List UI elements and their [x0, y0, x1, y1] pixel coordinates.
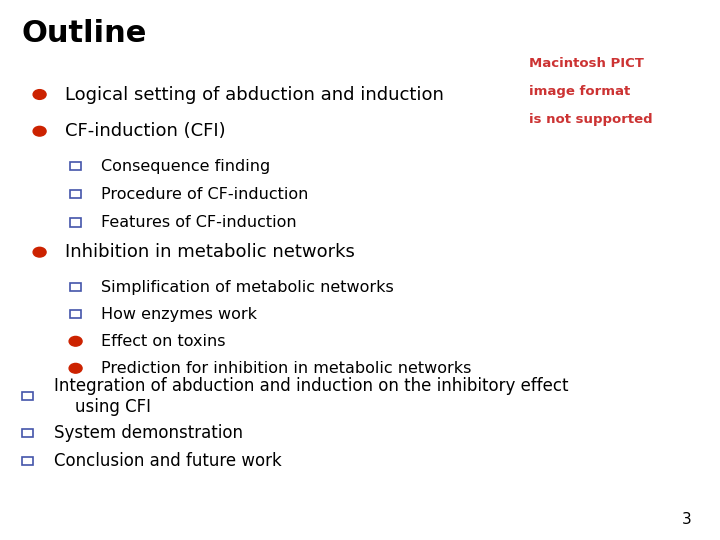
FancyBboxPatch shape [22, 393, 33, 401]
Text: Simplification of metabolic networks: Simplification of metabolic networks [101, 280, 394, 295]
Text: CF-induction (CFI): CF-induction (CFI) [65, 122, 225, 140]
FancyBboxPatch shape [22, 429, 33, 437]
FancyBboxPatch shape [71, 310, 81, 319]
Text: Inhibition in metabolic networks: Inhibition in metabolic networks [65, 243, 355, 261]
Text: Features of CF-induction: Features of CF-induction [101, 215, 297, 230]
Text: image format: image format [529, 85, 631, 98]
Circle shape [69, 336, 82, 346]
FancyBboxPatch shape [71, 284, 81, 292]
Text: Integration of abduction and induction on the inhibitory effect
    using CFI: Integration of abduction and induction o… [54, 377, 569, 416]
Text: Outline: Outline [22, 19, 147, 48]
Circle shape [33, 126, 46, 136]
Text: System demonstration: System demonstration [54, 424, 243, 442]
Text: is not supported: is not supported [529, 113, 653, 126]
FancyBboxPatch shape [22, 457, 33, 465]
FancyBboxPatch shape [71, 191, 81, 199]
Circle shape [69, 363, 82, 373]
Text: Logical setting of abduction and induction: Logical setting of abduction and inducti… [65, 85, 444, 104]
FancyBboxPatch shape [71, 219, 81, 227]
Text: 3: 3 [681, 511, 691, 526]
Text: Prediction for inhibition in metabolic networks: Prediction for inhibition in metabolic n… [101, 361, 471, 376]
Text: Macintosh PICT: Macintosh PICT [529, 57, 644, 70]
Text: Effect on toxins: Effect on toxins [101, 334, 225, 349]
Circle shape [33, 90, 46, 99]
Text: Consequence finding: Consequence finding [101, 159, 270, 174]
Text: Procedure of CF-induction: Procedure of CF-induction [101, 187, 308, 202]
Circle shape [33, 247, 46, 257]
Text: Conclusion and future work: Conclusion and future work [54, 452, 282, 470]
Text: How enzymes work: How enzymes work [101, 307, 257, 322]
FancyBboxPatch shape [71, 162, 81, 171]
